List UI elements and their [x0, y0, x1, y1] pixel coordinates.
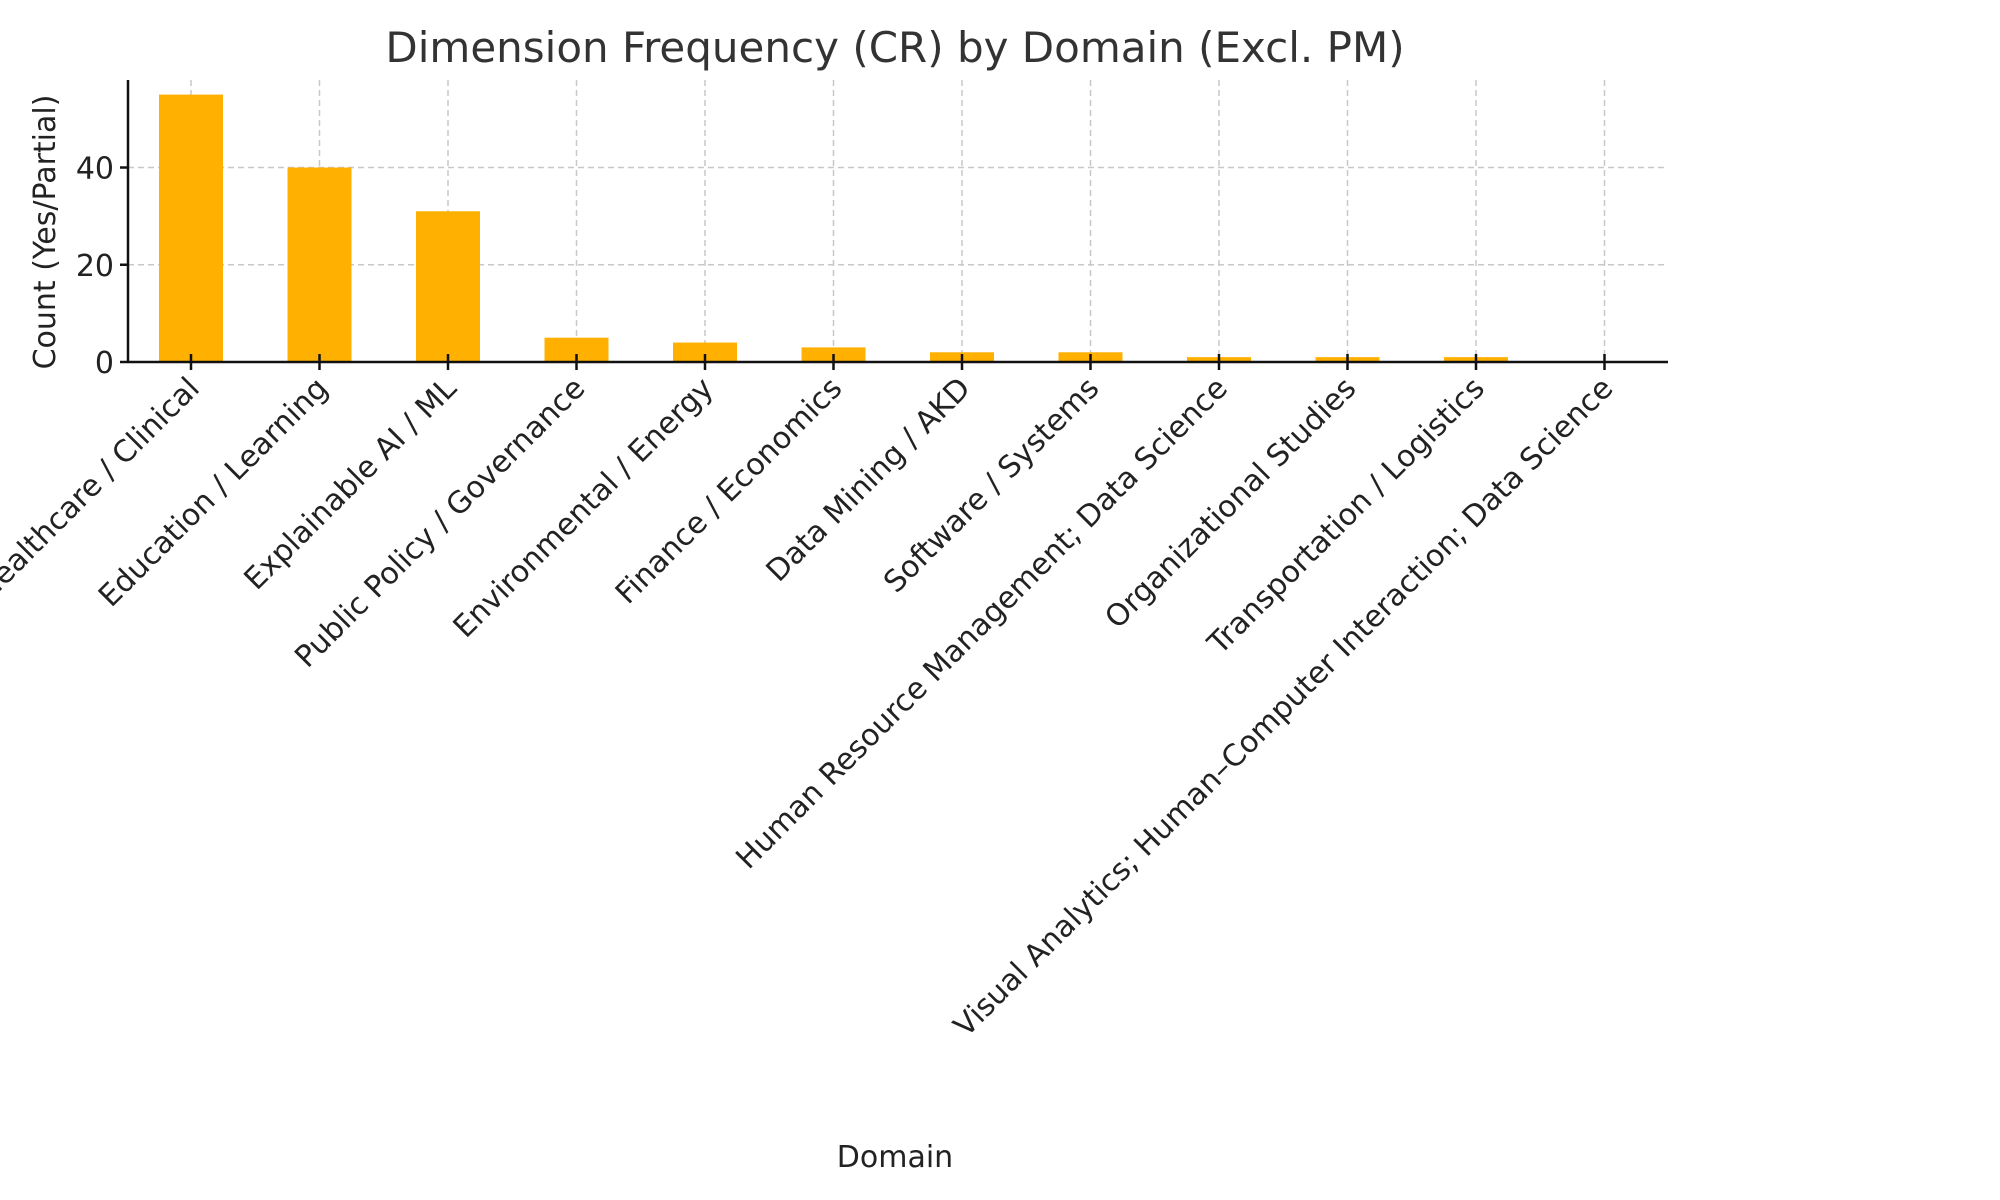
- y-tick-label: 20: [76, 249, 114, 284]
- bar: [673, 342, 737, 362]
- bar: [416, 211, 480, 362]
- x-axis-label: Domain: [837, 1140, 953, 1175]
- x-tick-label: Explainable AI / ML: [238, 371, 464, 597]
- y-tick-label: 40: [76, 152, 114, 187]
- x-tick-label: Education / Learning: [92, 371, 335, 614]
- chart-title: Dimension Frequency (CR) by Domain (Excl…: [385, 23, 1404, 72]
- x-tick-label: Environmental / Energy: [447, 371, 721, 645]
- x-tick-label: Software / Systems: [877, 371, 1106, 600]
- y-axis-label: Count (Yes/Partial): [28, 95, 63, 370]
- grid-lines: [128, 80, 1668, 363]
- x-tick-label: Transportation / Logistics: [1201, 371, 1492, 662]
- bar: [159, 94, 223, 362]
- y-ticks: 0 20 40: [76, 152, 128, 381]
- x-tick-label: Human Resource Management; Data Science: [729, 371, 1234, 876]
- axes: [126, 80, 1668, 364]
- y-tick-label: 0: [95, 346, 114, 381]
- bars: [159, 94, 1508, 362]
- bar: [287, 167, 352, 362]
- x-tick-label: Healthcare / Clinical: [0, 371, 207, 609]
- x-tick-label: Finance / Economics: [609, 371, 849, 611]
- x-tick-label: Organizational Studies: [1098, 371, 1363, 636]
